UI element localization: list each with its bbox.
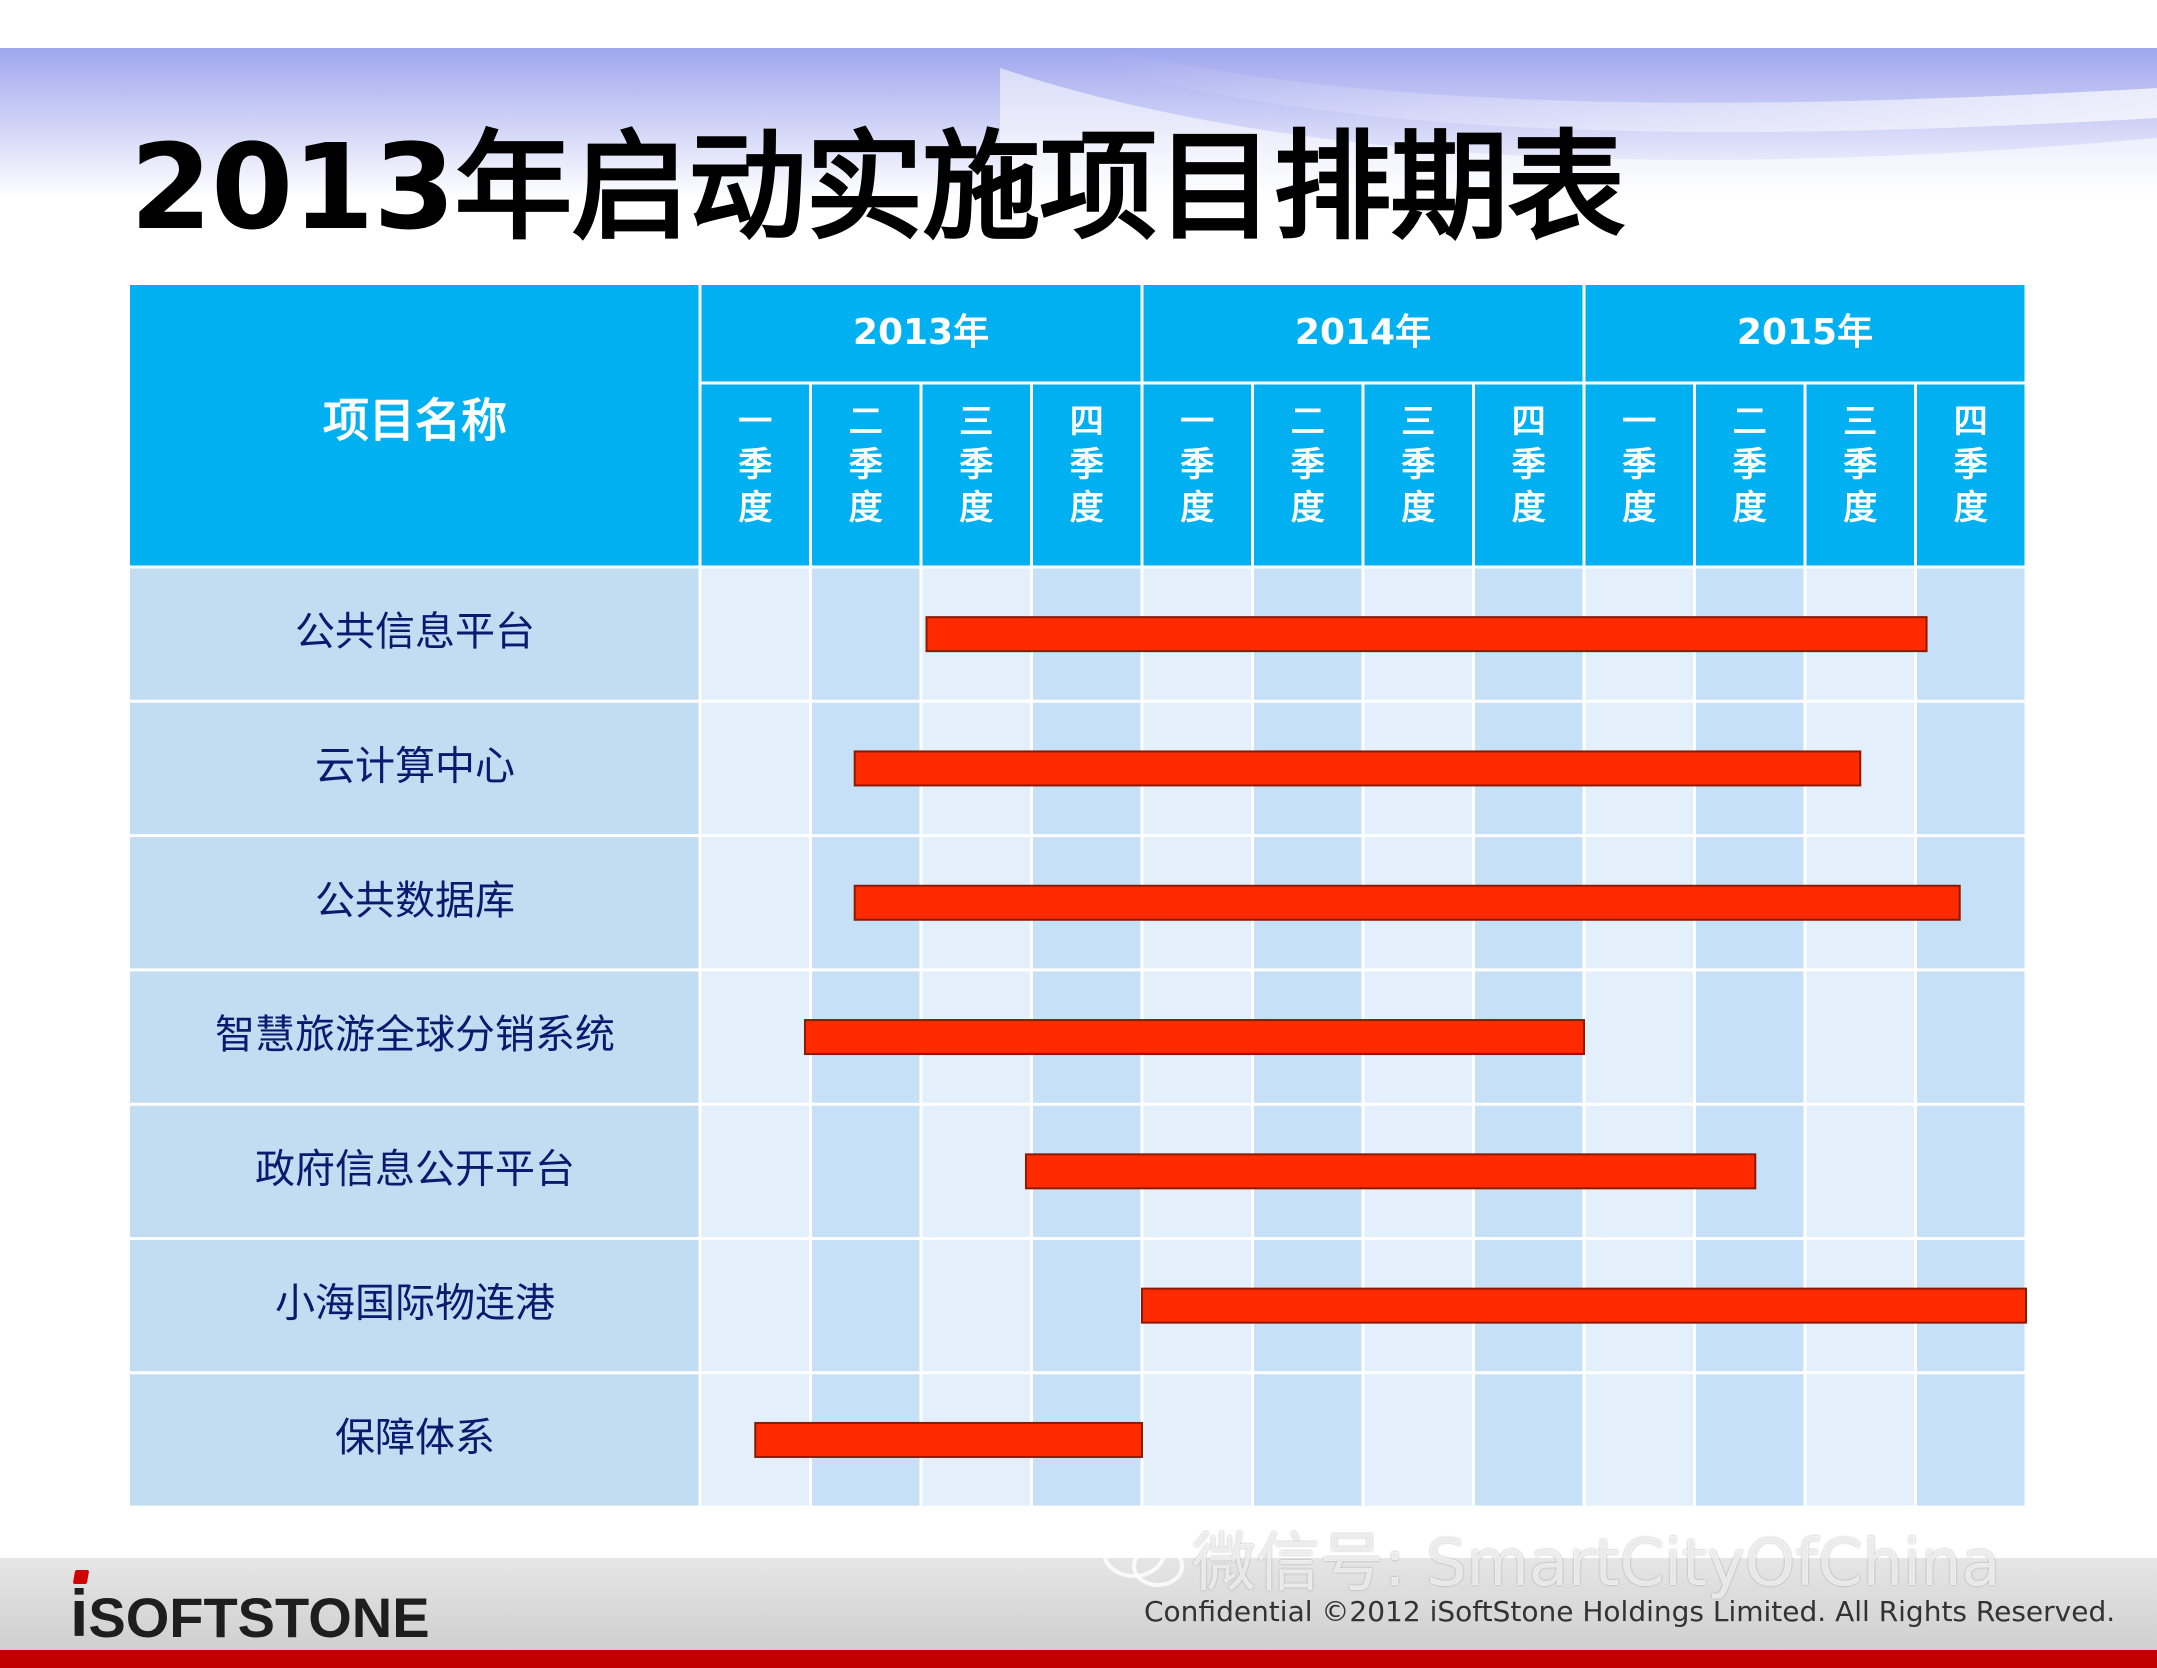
year-label: 2014年: [1295, 312, 1431, 353]
year-label: 2015年: [1737, 312, 1873, 353]
year-label: 2013年: [853, 312, 989, 353]
task-label: 公共数据库: [315, 878, 515, 924]
copyright-footer: Confidential ©2012 iSoftStone Holdings L…: [1144, 1595, 2116, 1628]
quarter-band: [1584, 567, 1695, 1508]
footer-band: [0, 1558, 2157, 1650]
logo-mark: i: [70, 1570, 90, 1646]
quarter-label: 四季度: [1954, 402, 1988, 528]
footer-accent-line: [0, 1650, 2157, 1668]
quarter-label: 三季度: [1843, 402, 1877, 528]
quarter-label: 三季度: [959, 402, 993, 528]
quarter-band: [1915, 567, 2026, 1508]
task-bar: [1141, 1287, 2027, 1324]
task-bar: [803, 1019, 1585, 1056]
task-label: 云计算中心: [315, 743, 515, 789]
page-title: 2013年启动实施项目排期表: [130, 118, 1625, 256]
quarter-label: 三季度: [1401, 402, 1435, 528]
watermark-text: 微信号: SmartCityOfChina: [1192, 1527, 2001, 1601]
task-label: 智慧旅游全球分销系统: [215, 1012, 615, 1058]
task-bar: [1024, 1153, 1757, 1190]
label-column-background: [130, 567, 700, 1508]
quarter-label: 一季度: [738, 402, 772, 528]
task-label: 小海国际物连港: [275, 1281, 555, 1327]
quarter-band: [700, 567, 811, 1508]
wechat-watermark: 微信号: SmartCityOfChina: [1096, 1512, 2001, 1604]
row-header-label: 项目名称: [323, 394, 507, 448]
header-background: [130, 285, 2026, 567]
task-bar: [925, 616, 1928, 653]
quarter-label: 二季度: [849, 402, 883, 528]
quarter-label: 四季度: [1070, 402, 1104, 528]
task-bar: [754, 1421, 1143, 1458]
quarter-label: 一季度: [1622, 402, 1656, 528]
quarter-band: [1805, 567, 1916, 1508]
quarter-label: 一季度: [1180, 402, 1214, 528]
quarter-band: [1694, 567, 1805, 1508]
header-banner-wave: [0, 48, 2157, 198]
logo-wordmark: SOFTSTONE: [88, 1586, 430, 1649]
quarter-label: 二季度: [1291, 402, 1325, 528]
task-label: 保障体系: [335, 1415, 495, 1461]
wechat-icon: [1102, 1526, 1184, 1587]
task-bar: [853, 884, 1961, 921]
logo-dot-icon: [72, 1570, 90, 1584]
task-label: 公共信息平台: [295, 609, 535, 655]
isoftstone-logo: i SOFTSTONE: [70, 1570, 430, 1649]
quarter-label: 四季度: [1512, 402, 1546, 528]
task-bar: [853, 750, 1862, 787]
task-label: 政府信息公开平台: [255, 1146, 575, 1192]
quarter-label: 二季度: [1733, 402, 1767, 528]
